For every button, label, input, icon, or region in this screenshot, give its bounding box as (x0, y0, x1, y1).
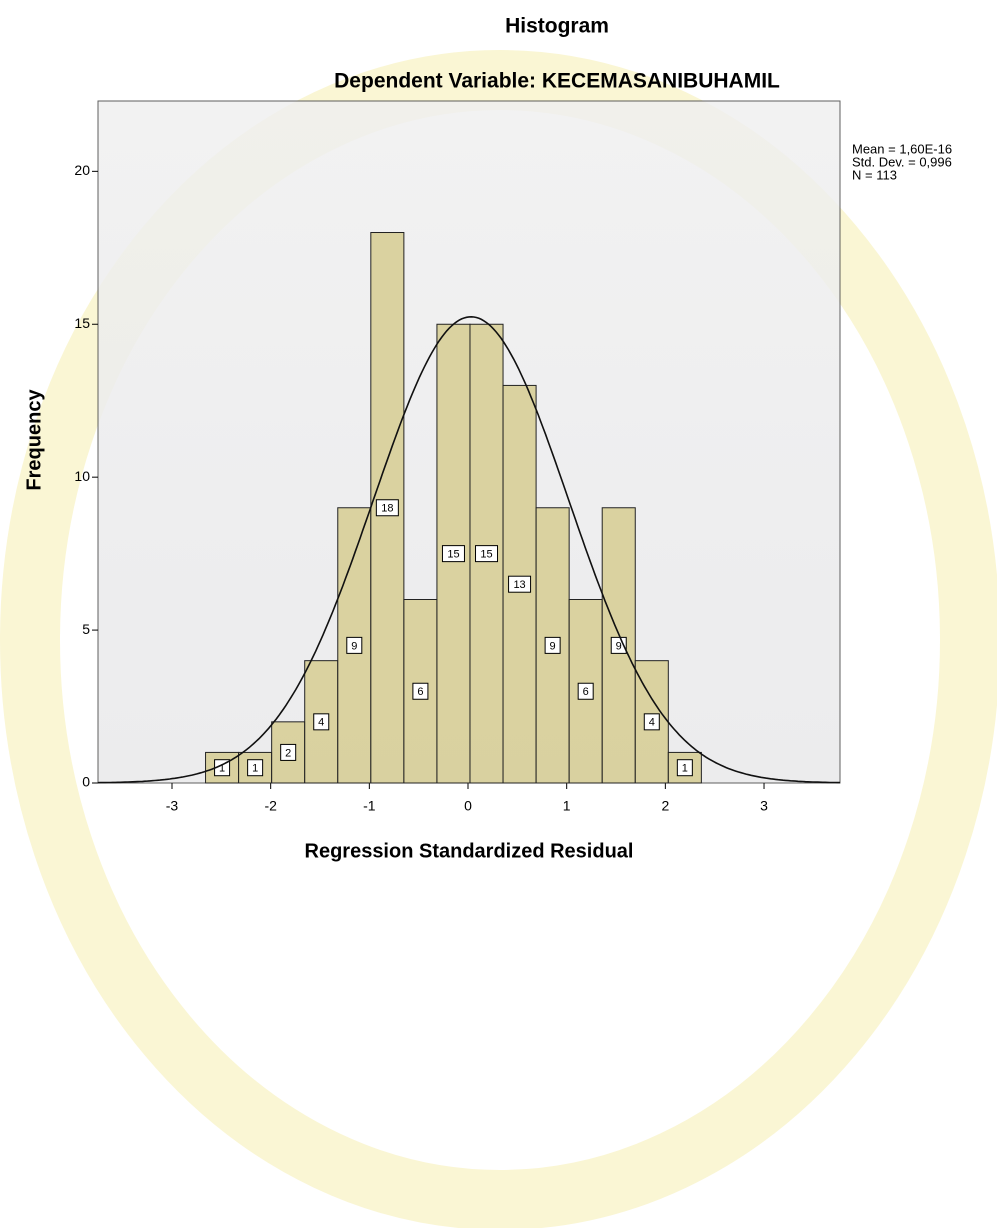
chart-title: Histogram (505, 15, 609, 38)
bar (271, 721, 306, 784)
value-label: 4 (318, 717, 324, 729)
value-label: 15 (447, 549, 459, 561)
value-label: 2 (285, 747, 291, 759)
value-label-box (577, 682, 594, 700)
value-label: 9 (550, 640, 556, 652)
value-label-box (643, 713, 660, 731)
value-label-box (412, 682, 429, 700)
value-label: 1 (219, 763, 225, 775)
x-tick-label: -2 (264, 798, 277, 814)
x-tick-label: 1 (563, 798, 571, 814)
value-label: 18 (381, 503, 393, 515)
value-label-box (676, 759, 693, 777)
value-label: 9 (616, 640, 622, 652)
x-axis-label: Regression Standardized Residual (305, 840, 634, 862)
value-label: 6 (417, 686, 423, 698)
value-label-box (247, 759, 264, 777)
y-tick-label: 20 (74, 162, 90, 178)
x-tick-label: 0 (464, 798, 472, 814)
value-label-box (313, 713, 330, 731)
value-label: 1 (252, 763, 258, 775)
value-label: 1 (682, 763, 688, 775)
value-label: 6 (583, 686, 589, 698)
bar (535, 507, 570, 784)
value-label: 4 (649, 717, 655, 729)
value-label: 15 (480, 549, 492, 561)
y-tick-label: 10 (74, 468, 90, 484)
y-axis-label: Frequency (23, 389, 45, 491)
value-label: 9 (351, 640, 357, 652)
value-label-box (280, 743, 297, 761)
x-tick-label: -1 (363, 798, 376, 814)
value-label-box (346, 636, 363, 654)
value-label-box (508, 575, 532, 593)
y-tick-label: 0 (82, 774, 90, 790)
chart-subtitle: Dependent Variable: KECEMASANIBUHAMIL (334, 70, 780, 93)
value-label: 13 (513, 579, 525, 591)
value-label-box (441, 545, 465, 563)
y-tick-label: 15 (74, 315, 90, 331)
value-label-box (375, 499, 399, 517)
value-label-box (544, 636, 561, 654)
bar (205, 751, 240, 784)
watermark (0, 50, 997, 1228)
x-tick-label: -3 (166, 798, 179, 814)
normal-curve (97, 315, 840, 784)
value-label-box (475, 545, 499, 563)
x-tick-label: 3 (760, 798, 768, 814)
stats-text: Mean = 1,60E-16 (852, 141, 952, 156)
stats-text: N = 113 (852, 167, 897, 182)
x-tick-label: 2 (661, 798, 669, 814)
y-tick-label: 5 (82, 621, 90, 637)
stats-text: Std. Dev. = 0,996 (852, 154, 952, 169)
